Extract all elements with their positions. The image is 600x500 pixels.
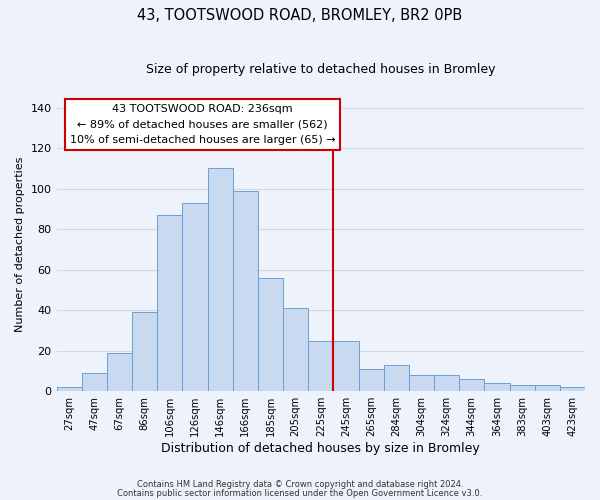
Bar	[107, 352, 132, 391]
Bar	[560, 387, 585, 391]
Bar	[82, 373, 107, 391]
Text: 43 TOOTSWOOD ROAD: 236sqm
← 89% of detached houses are smaller (562)
10% of semi: 43 TOOTSWOOD ROAD: 236sqm ← 89% of detac…	[70, 104, 335, 145]
Bar	[56, 387, 82, 391]
Bar	[157, 215, 182, 391]
Bar	[308, 340, 334, 391]
Bar	[283, 308, 308, 391]
Bar	[509, 385, 535, 391]
Bar	[383, 365, 409, 391]
Text: 43, TOOTSWOOD ROAD, BROMLEY, BR2 0PB: 43, TOOTSWOOD ROAD, BROMLEY, BR2 0PB	[137, 8, 463, 22]
Bar	[434, 375, 459, 391]
Bar	[484, 383, 509, 391]
Bar	[208, 168, 233, 391]
Bar	[258, 278, 283, 391]
Bar	[132, 312, 157, 391]
Bar	[459, 379, 484, 391]
Title: Size of property relative to detached houses in Bromley: Size of property relative to detached ho…	[146, 62, 496, 76]
Bar	[535, 385, 560, 391]
Bar	[359, 369, 383, 391]
X-axis label: Distribution of detached houses by size in Bromley: Distribution of detached houses by size …	[161, 442, 480, 455]
Text: Contains HM Land Registry data © Crown copyright and database right 2024.: Contains HM Land Registry data © Crown c…	[137, 480, 463, 489]
Bar	[334, 340, 359, 391]
Bar	[182, 203, 208, 391]
Text: Contains public sector information licensed under the Open Government Licence v3: Contains public sector information licen…	[118, 489, 482, 498]
Y-axis label: Number of detached properties: Number of detached properties	[15, 156, 25, 332]
Bar	[233, 190, 258, 391]
Bar	[409, 375, 434, 391]
